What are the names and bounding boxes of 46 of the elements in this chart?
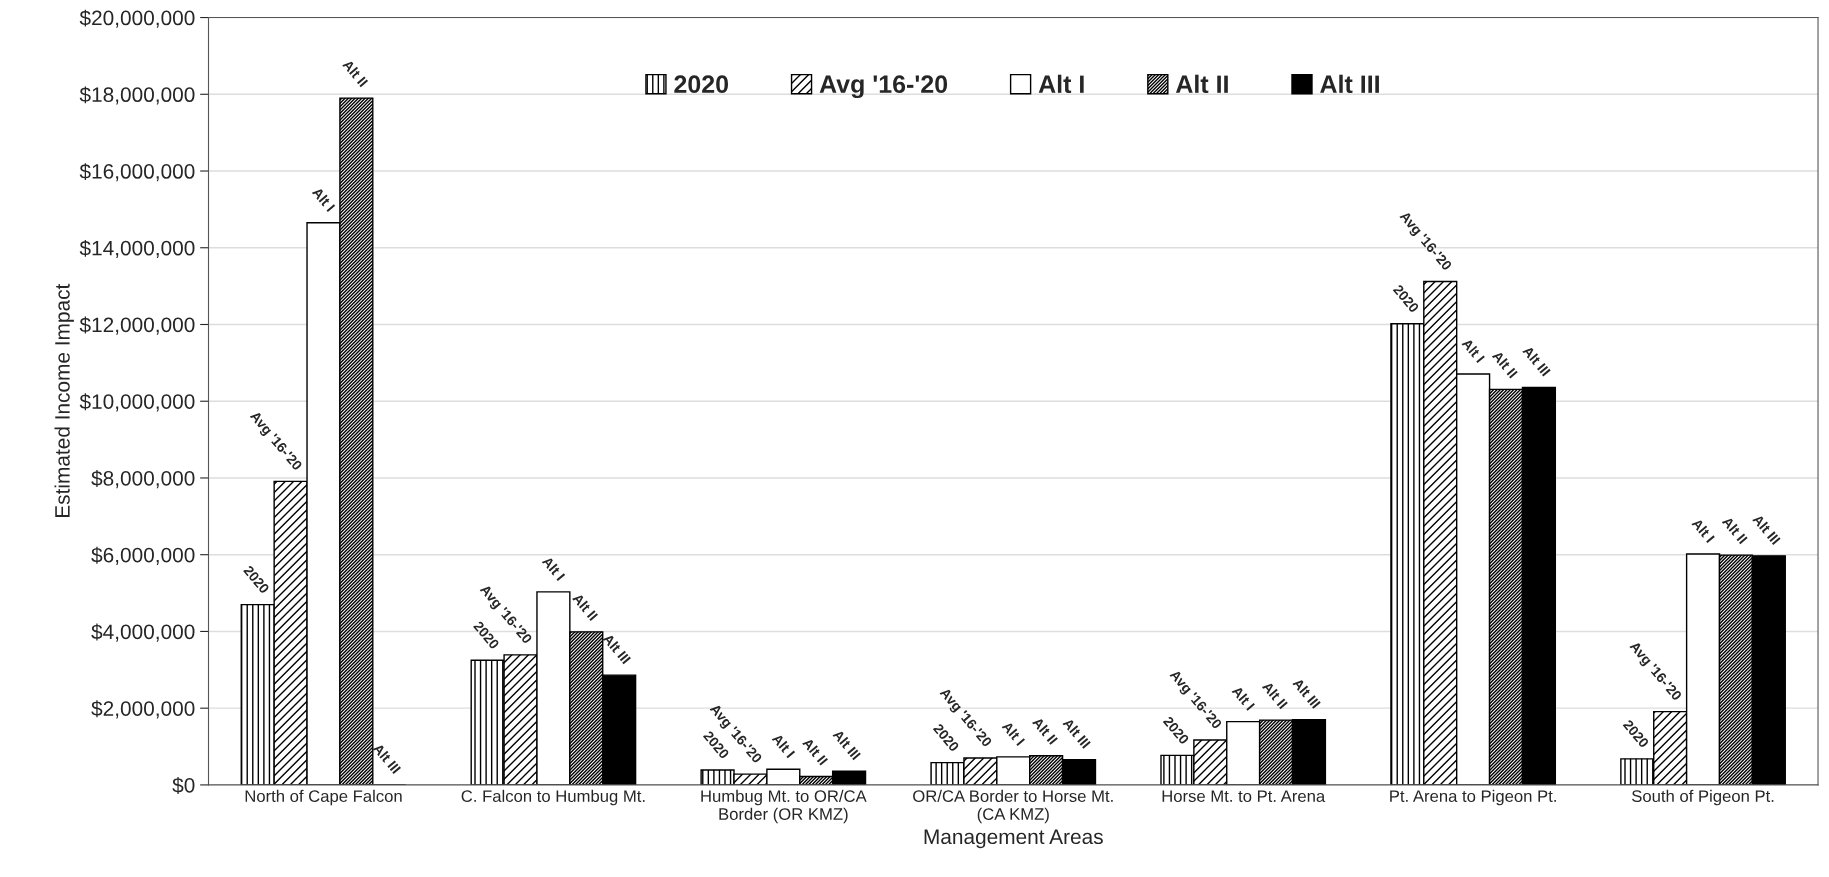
y-tick-label: $8,000,000 <box>91 470 195 489</box>
y-tick-label: $6,000,000 <box>91 546 195 565</box>
x-tick-label: Pt. Arena to Pigeon Pt. <box>1390 789 1556 806</box>
text: Alt II <box>342 59 369 88</box>
text: Alt II <box>1491 350 1518 379</box>
y-tick-label: $16,000,000 <box>79 163 195 182</box>
x-axis-title: Management Areas <box>924 829 1103 849</box>
text: Alt III <box>372 742 401 775</box>
text: Alt I <box>1461 337 1485 364</box>
text: Alt III <box>1292 677 1321 709</box>
y-tick-label: $10,000,000 <box>79 393 195 412</box>
x-tick-label: C. Falcon to Humbug Mt. <box>461 789 645 806</box>
y-tick-label: $12,000,000 <box>79 316 195 335</box>
text: Alt I <box>1231 685 1255 711</box>
y-axis-title: Estimated Income Impact <box>54 283 74 518</box>
text: Alt III <box>832 729 861 761</box>
x-tick-label: OR/CA Border to Horse Mt. (CA KMZ) <box>913 789 1113 824</box>
text: Alt II <box>572 592 598 621</box>
text: Alt III <box>602 633 631 665</box>
legend-label: Alt II <box>1175 74 1228 94</box>
y-tick-label: $20,000,000 <box>79 9 195 28</box>
text: Alt II <box>1032 716 1058 745</box>
legend-label: Alt III <box>1320 74 1379 94</box>
text: Alt II <box>1261 680 1288 710</box>
text: Alt I <box>1001 720 1025 747</box>
text: Alt III <box>1522 345 1551 377</box>
text: Alt I <box>1691 517 1715 544</box>
text: Alt III <box>1752 513 1781 545</box>
legend-label: 2020 <box>674 75 729 94</box>
y-tick-label: $4,000,000 <box>91 623 195 642</box>
y-tick-label: $18,000,000 <box>79 86 195 105</box>
text: Alt I <box>311 186 336 212</box>
x-tick-label: Horse Mt. to Pt. Arena <box>1162 790 1326 803</box>
x-tick-label: Humbug Mt. to OR/CA Border (OR KMZ) <box>701 789 867 824</box>
legend-label: Alt I <box>1038 74 1084 94</box>
text: Alt I <box>541 555 566 582</box>
y-tick-label: $0 <box>172 777 195 794</box>
text: Alt II <box>802 737 828 766</box>
text: Alt III <box>1062 717 1091 749</box>
text: Alt I <box>771 733 796 759</box>
y-tick-label: $2,000,000 <box>91 700 195 719</box>
text: Alt II <box>1721 515 1748 545</box>
x-tick-label: South of Pigeon Pt. <box>1632 789 1774 806</box>
y-tick-label: $14,000,000 <box>79 239 195 258</box>
legend-label: Avg '16-'20 <box>819 75 948 99</box>
x-tick-label: North of Cape Falcon <box>245 789 402 806</box>
